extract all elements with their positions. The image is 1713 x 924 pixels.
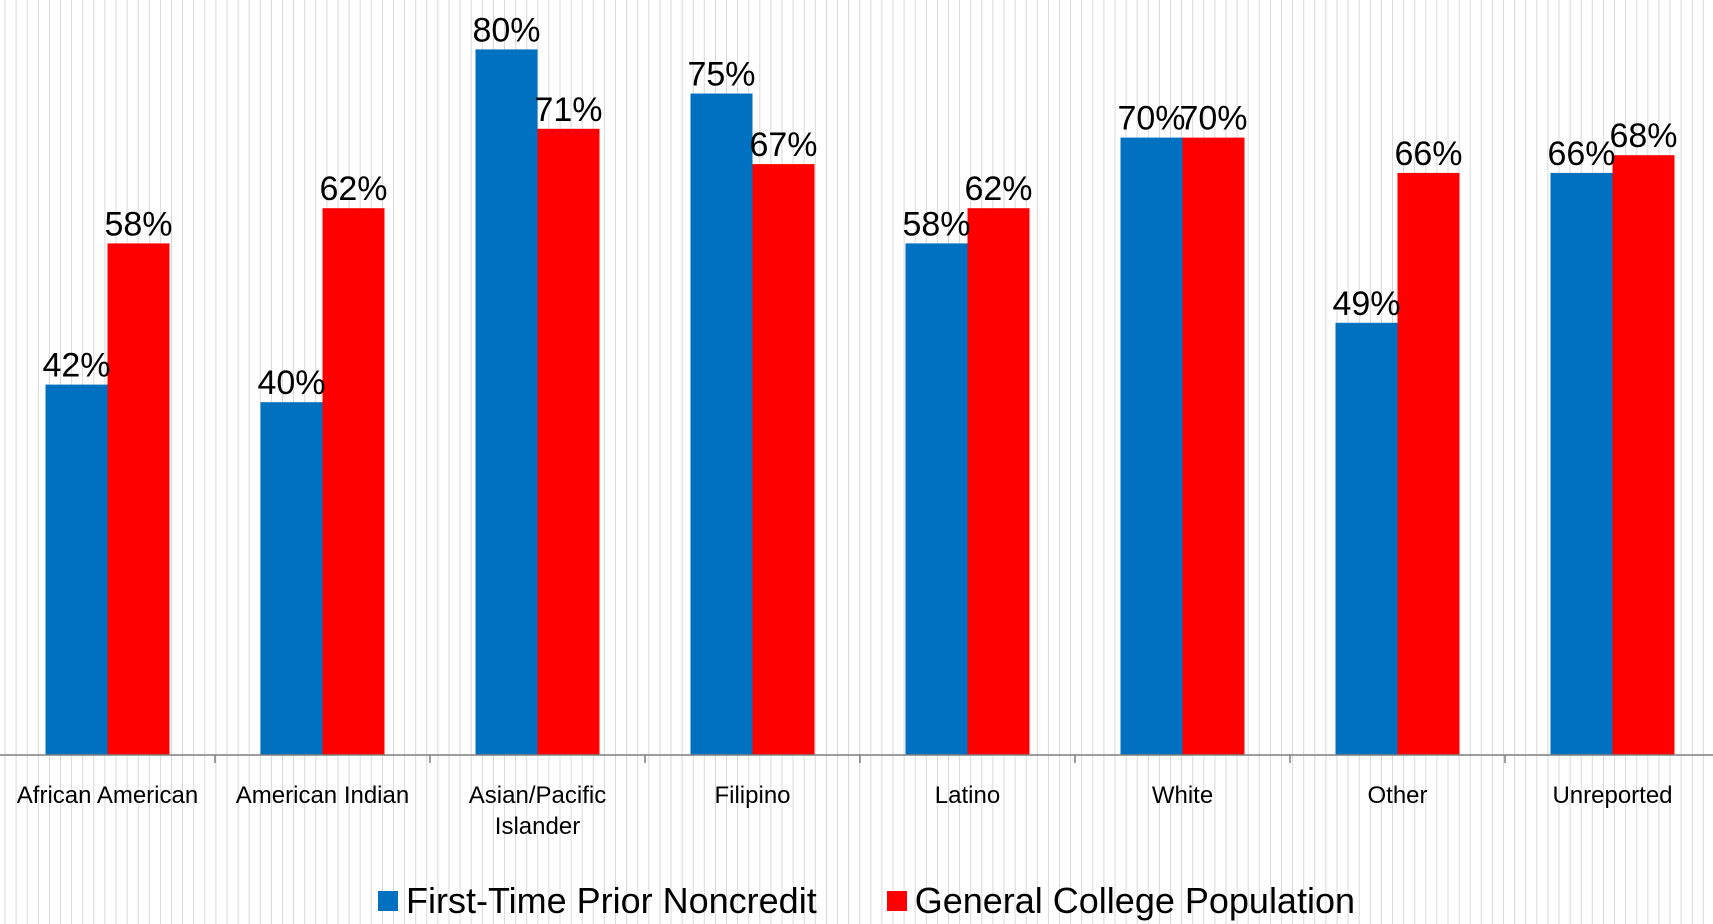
x-tick-label: African American [16, 782, 199, 809]
x-tick-label: Filipino [714, 782, 791, 809]
legend-label: First-Time Prior Noncredit [405, 880, 817, 921]
data-label: 71% [534, 91, 602, 129]
bar [967, 208, 1030, 755]
data-label: 62% [319, 170, 387, 208]
bar [905, 243, 968, 755]
legend-label: General College Population [914, 880, 1355, 921]
x-axis [0, 754, 1713, 763]
bar [752, 164, 815, 756]
data-label: 80% [472, 11, 540, 49]
bar [1335, 322, 1398, 755]
x-tick-label: Other [1367, 782, 1428, 809]
bar [537, 128, 600, 756]
data-label: 62% [964, 170, 1032, 208]
bar [45, 384, 108, 755]
data-label: 58% [902, 205, 970, 243]
bar [1612, 155, 1675, 755]
x-tick-label: Latino [934, 782, 1001, 809]
bar [475, 49, 538, 755]
bar [1182, 137, 1245, 756]
bar [690, 93, 753, 755]
data-label: 70% [1117, 100, 1185, 138]
data-label: 49% [1332, 285, 1400, 323]
data-label: 70% [1179, 100, 1247, 138]
data-label: 66% [1547, 135, 1615, 173]
x-tick-label: Asian/Pacific Islander [468, 782, 607, 840]
data-label: 68% [1609, 117, 1677, 155]
x-tick-label: American Indian [235, 782, 410, 809]
data-label: 66% [1394, 135, 1462, 173]
data-label: 75% [687, 56, 755, 94]
data-label: 67% [749, 126, 817, 164]
legend-swatch-blue [377, 891, 398, 911]
legend-swatch-red [886, 891, 907, 911]
bar [260, 402, 323, 755]
legend-item-first-time-prior-noncredit: First-Time Prior Noncredit [377, 880, 817, 922]
bar [107, 243, 170, 755]
data-label: 58% [104, 205, 172, 243]
bars [45, 49, 1675, 756]
data-label: 42% [42, 347, 110, 385]
bar [1550, 172, 1613, 755]
data-label: 40% [257, 364, 325, 402]
x-tick-label: White [1151, 782, 1214, 809]
bar [1120, 137, 1183, 756]
bar [1397, 172, 1460, 755]
data-labels: 42%58%40%62%80%71%75%67%58%62%70%70%49%6… [42, 11, 1677, 402]
legend: First-Time Prior Noncredit General Colle… [0, 876, 1713, 924]
x-tick-label: Unreported [1552, 782, 1673, 809]
bar [322, 208, 385, 755]
legend-item-general-college-population: General College Population [886, 880, 1355, 922]
